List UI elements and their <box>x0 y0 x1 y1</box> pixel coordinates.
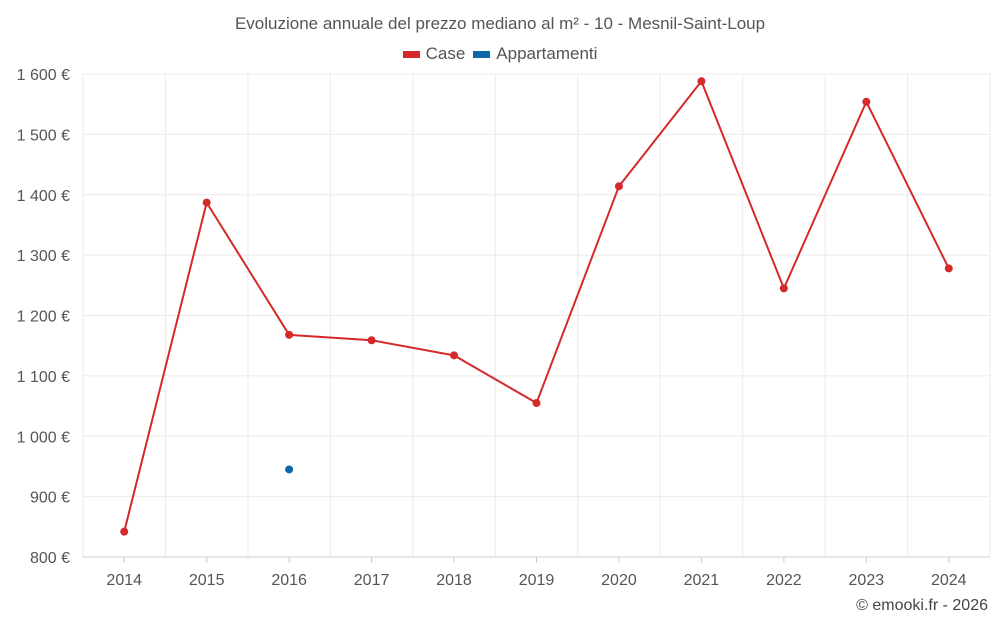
data-point-case-2022 <box>779 284 788 293</box>
data-point-case-2023 <box>862 97 871 106</box>
data-point-case-2019 <box>532 399 541 408</box>
data-point-case-2014 <box>120 527 129 536</box>
x-tick-label: 2014 <box>106 572 142 589</box>
data-point-case-2024 <box>944 264 953 273</box>
legend-label-appartamenti: Appartamenti <box>496 44 598 63</box>
x-tick-label: 2015 <box>189 572 225 589</box>
x-tick-label: 2017 <box>354 572 390 589</box>
data-point-case-2017 <box>367 336 376 345</box>
x-tick-label: 2019 <box>519 572 555 589</box>
y-tick-label: 1 200 € <box>17 309 70 326</box>
data-point-case-2018 <box>450 351 459 360</box>
x-tick-label: 2021 <box>684 572 720 589</box>
footer-credit: © emooki.fr - 2026 <box>856 597 988 614</box>
data-point-appartamenti-2016 <box>285 465 294 474</box>
y-tick-label: 900 € <box>30 490 70 507</box>
x-tick-label: 2023 <box>849 572 885 589</box>
y-tick-label: 1 000 € <box>17 429 70 446</box>
x-tick-label: 2018 <box>436 572 472 589</box>
chart-title: Evoluzione annuale del prezzo mediano al… <box>234 14 766 33</box>
y-tick-label: 1 600 € <box>17 67 70 84</box>
y-tick-label: 800 € <box>30 550 70 567</box>
legend-item-case[interactable]: Case <box>402 44 466 64</box>
y-tick-label: 1 500 € <box>17 127 70 144</box>
data-point-case-2020 <box>614 182 623 191</box>
chart-legend: Case Appartamenti <box>0 44 1000 64</box>
y-tick-label: 1 100 € <box>17 369 70 386</box>
y-tick-label: 1 300 € <box>17 248 70 265</box>
legend-swatch-case <box>402 50 420 58</box>
legend-swatch-appartamenti <box>473 50 491 58</box>
x-tick-label: 2020 <box>601 572 637 589</box>
data-point-case-2015 <box>202 198 211 207</box>
x-tick-label: 2022 <box>766 572 802 589</box>
legend-item-appartamenti[interactable]: Appartamenti <box>473 44 597 64</box>
y-tick-label: 1 400 € <box>17 188 70 205</box>
legend-label-case: Case <box>425 44 466 63</box>
x-tick-label: 2024 <box>931 572 967 589</box>
data-point-case-2021 <box>697 77 706 86</box>
x-tick-label: 2016 <box>271 572 307 589</box>
data-point-case-2016 <box>285 330 294 339</box>
